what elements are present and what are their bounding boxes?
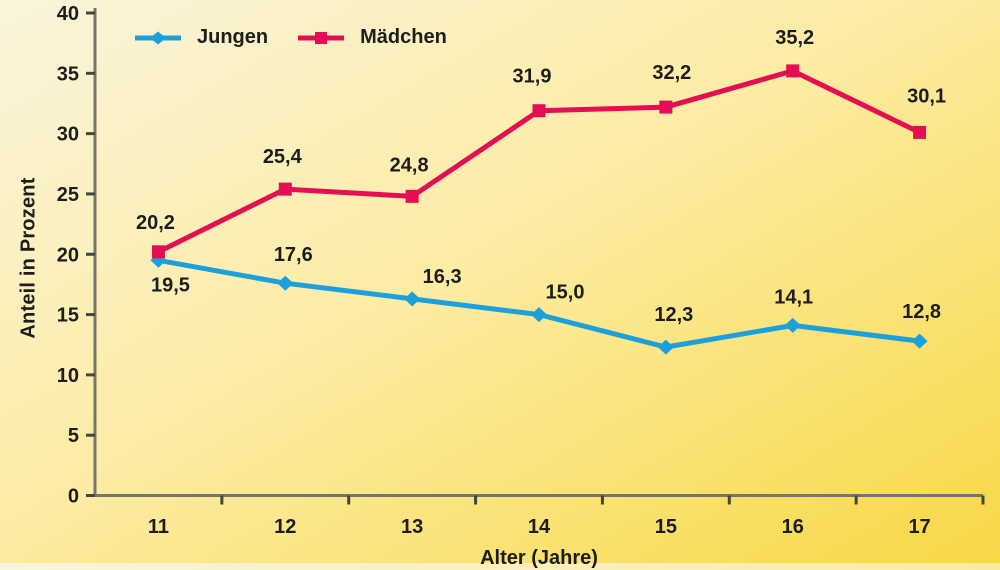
data-point-marker (405, 189, 419, 203)
chart-legend: Jungen Mädchen (135, 26, 447, 49)
y-tick-label: 25 (57, 184, 79, 206)
data-point-label: 16,3 (423, 266, 462, 288)
x-tick-label: 15 (655, 516, 677, 538)
x-tick-label: 14 (528, 516, 551, 538)
y-tick-label: 40 (57, 3, 79, 25)
data-point-marker (531, 307, 547, 323)
data-point-label: 12,3 (654, 304, 693, 326)
legend-item-maedchen: Mädchen (298, 26, 447, 49)
legend-label-maedchen: Mädchen (360, 26, 447, 48)
legend-item-jungen: Jungen (135, 26, 268, 49)
legend-diamond-icon (150, 31, 166, 44)
y-tick-label: 35 (57, 63, 79, 85)
legend-marker-maedchen-icon (298, 31, 345, 44)
x-tick-label: 12 (274, 516, 296, 538)
data-point-label: 30,1 (907, 85, 946, 107)
data-point-label: 35,2 (775, 27, 814, 49)
data-point-label: 20,2 (136, 212, 175, 234)
data-point-label: 31,9 (513, 66, 552, 88)
data-point-label: 14,1 (774, 286, 813, 308)
data-point-marker (278, 182, 292, 196)
data-point-label: 12,8 (902, 301, 941, 323)
legend-marker-jungen-icon (135, 31, 181, 44)
data-point-label: 24,8 (390, 154, 429, 176)
data-point-label: 15,0 (546, 282, 585, 304)
x-tick-label: 17 (908, 516, 930, 538)
x-tick-label: 16 (782, 516, 804, 538)
y-tick-label: 5 (68, 425, 79, 447)
y-tick-label: 10 (57, 365, 79, 387)
data-point-marker (784, 317, 801, 333)
x-tick-label: 13 (401, 516, 423, 538)
legend-label-jungen: Jungen (197, 26, 269, 48)
data-point-marker (659, 100, 673, 114)
data-point-marker (911, 333, 928, 349)
legend-square-icon (315, 31, 328, 44)
y-tick-label: 20 (57, 244, 79, 266)
x-axis-title: Alter (Jahre) (480, 547, 598, 569)
data-point-marker (277, 275, 294, 291)
data-point-label: 32,2 (652, 62, 691, 84)
y-tick-label: 15 (57, 305, 79, 327)
data-point-label: 25,4 (263, 146, 303, 168)
data-point-marker (151, 245, 165, 259)
x-tick-label: 11 (148, 516, 169, 538)
data-point-marker (786, 64, 800, 78)
y-tick-label: 0 (68, 486, 79, 508)
data-point-marker (532, 104, 546, 118)
y-axis-title: Anteil in Prozent (17, 177, 40, 339)
data-point-marker (404, 291, 421, 307)
data-point-label: 19,5 (151, 274, 190, 296)
y-tick-label: 30 (57, 124, 79, 146)
data-point-label: 17,6 (274, 244, 313, 266)
data-point-marker (657, 339, 674, 355)
data-point-marker (913, 125, 927, 139)
